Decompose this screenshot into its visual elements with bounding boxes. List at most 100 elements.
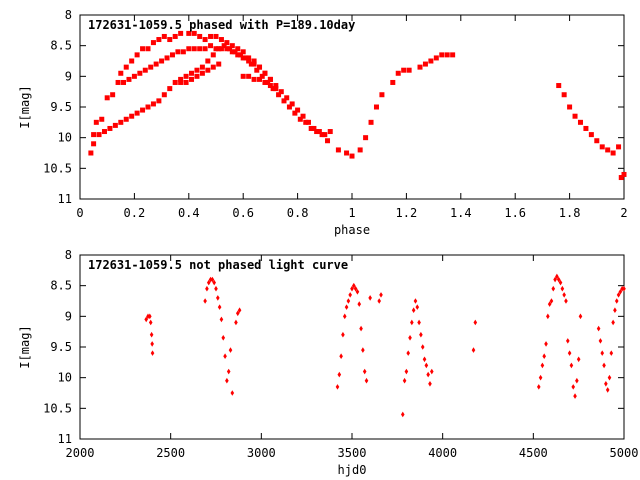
unphased-plot-frame	[79, 254, 625, 440]
data-point	[150, 350, 155, 356]
y-tick-label: 11	[58, 192, 72, 206]
data-point	[257, 76, 263, 82]
data-point	[311, 125, 317, 131]
data-point	[146, 313, 150, 320]
data-point	[368, 119, 374, 125]
data-point	[210, 276, 215, 283]
x-tick-label: 1.2	[396, 206, 418, 220]
data-point	[422, 356, 427, 363]
data-point	[214, 285, 218, 292]
data-point	[379, 292, 383, 298]
data-point	[251, 58, 257, 64]
data-point	[622, 285, 626, 292]
data-point	[433, 55, 439, 61]
data-point	[278, 89, 284, 95]
data-point	[273, 86, 279, 92]
data-point	[567, 104, 573, 110]
data-point	[605, 147, 611, 153]
data-point	[208, 276, 213, 283]
data-point	[428, 58, 434, 64]
data-point	[598, 338, 603, 344]
data-point	[164, 55, 170, 61]
data-point	[183, 73, 189, 79]
x-tick-label: 4500	[519, 446, 548, 460]
phased-data-points	[88, 30, 627, 181]
data-point	[191, 30, 197, 36]
data-point	[240, 73, 246, 79]
data-point	[118, 70, 124, 76]
data-point	[140, 107, 146, 113]
x-tick-label: 0.2	[124, 206, 146, 220]
y-tick-label: 9.5	[50, 100, 72, 114]
data-point	[153, 61, 159, 67]
data-point	[186, 30, 192, 36]
data-point	[429, 368, 434, 375]
data-point	[404, 368, 409, 375]
data-point	[610, 150, 616, 156]
data-point	[246, 73, 252, 79]
data-point	[276, 92, 282, 98]
x-tick-label: 0.6	[232, 206, 254, 220]
data-point	[257, 64, 263, 70]
data-point	[604, 381, 608, 387]
data-point	[150, 341, 154, 347]
data-point	[93, 119, 99, 125]
data-point	[259, 73, 265, 79]
data-point	[583, 125, 589, 131]
data-point	[221, 43, 227, 49]
data-point	[150, 40, 156, 46]
data-point	[314, 129, 320, 135]
data-point	[567, 350, 572, 356]
data-point	[240, 55, 246, 61]
data-point	[295, 107, 301, 113]
unphased-light-curve-panel: 2000 2500 3000 3500 4000 4500 5000 8 8.5 9 9.5 10 10…	[18, 248, 638, 477]
data-point	[202, 37, 208, 43]
data-point	[355, 289, 360, 295]
data-point	[335, 384, 340, 390]
data-point	[262, 70, 268, 76]
y-tick-label: 10	[58, 371, 72, 385]
data-point	[450, 52, 456, 58]
data-point	[618, 175, 624, 181]
data-point	[428, 381, 432, 387]
data-point	[471, 347, 476, 353]
data-point	[137, 70, 143, 76]
data-point	[91, 132, 97, 138]
data-point	[167, 86, 173, 92]
data-point	[235, 52, 241, 58]
data-point	[243, 55, 249, 61]
data-point	[148, 64, 154, 70]
data-point	[361, 347, 365, 353]
data-point	[408, 335, 412, 341]
data-point	[415, 304, 420, 310]
data-point	[229, 49, 235, 55]
x-tick-label: 2500	[156, 446, 185, 460]
data-point	[251, 61, 257, 67]
y-tick-label: 8	[65, 248, 72, 262]
data-point	[341, 331, 345, 338]
data-point	[362, 368, 367, 375]
data-point	[289, 101, 295, 107]
data-point	[292, 110, 298, 116]
data-point	[544, 341, 548, 347]
data-point	[620, 285, 624, 292]
x-tick-label: 1.4	[450, 206, 472, 220]
data-point	[194, 73, 200, 79]
data-point	[183, 79, 189, 85]
data-point	[621, 171, 627, 177]
data-point	[123, 116, 129, 122]
x-tick-label: 5000	[610, 446, 639, 460]
data-point	[145, 104, 151, 110]
data-point	[553, 276, 557, 283]
data-point	[223, 353, 227, 359]
data-point	[352, 282, 356, 289]
data-point	[327, 129, 333, 135]
unphased-chart-title: 172631-1059.5 not phased light curve	[88, 258, 348, 272]
data-point	[178, 30, 184, 36]
data-point	[571, 384, 576, 390]
data-point	[144, 316, 148, 323]
data-point	[88, 150, 94, 156]
data-point	[126, 76, 132, 82]
data-point	[161, 92, 167, 98]
